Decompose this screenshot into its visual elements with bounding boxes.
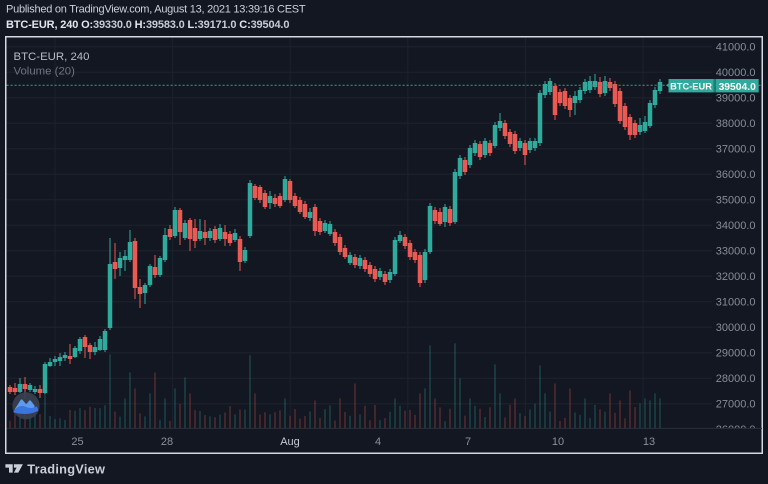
svg-text:26000.0: 26000.0 [716,424,756,436]
svg-text:25: 25 [71,436,83,448]
svg-text:Volume (20): Volume (20) [14,66,76,78]
svg-text:40000.0: 40000.0 [716,67,756,79]
svg-text:39504.0: 39504.0 [719,82,756,93]
svg-text:32000.0: 32000.0 [716,271,756,283]
svg-text:BTC-EUR: BTC-EUR [670,81,712,91]
svg-text:28000.0: 28000.0 [716,373,756,385]
svg-text:37000.0: 37000.0 [716,144,756,156]
svg-text:30000.0: 30000.0 [716,322,756,334]
svg-text:35000.0: 35000.0 [716,195,756,207]
svg-text:38000.0: 38000.0 [716,118,756,130]
svg-text:BTC-EUR, 240: BTC-EUR, 240 [14,51,90,63]
svg-text:7: 7 [465,436,471,448]
svg-text:28: 28 [161,436,173,448]
svg-text:4: 4 [375,436,381,448]
svg-text:31000.0: 31000.0 [716,297,756,309]
svg-text:33000.0: 33000.0 [716,246,756,258]
svg-text:36000.0: 36000.0 [716,169,756,181]
svg-text:Aug: Aug [280,436,300,448]
svg-text:BTC-EUR, 240 O:39330.0 H:39583: BTC-EUR, 240 O:39330.0 H:39583.0 L:39171… [6,19,289,31]
svg-text:39000.0: 39000.0 [716,93,756,105]
svg-text:10: 10 [552,436,564,448]
svg-text:41000.0: 41000.0 [716,42,756,54]
svg-text:29000.0: 29000.0 [716,348,756,360]
svg-text:13: 13 [643,436,655,448]
svg-text:27000.0: 27000.0 [716,399,756,411]
svg-text:34000.0: 34000.0 [716,220,756,232]
svg-text:TradingView: TradingView [27,461,105,476]
svg-text:Published on TradingView.com,: Published on TradingView.com, August 13,… [6,4,306,16]
